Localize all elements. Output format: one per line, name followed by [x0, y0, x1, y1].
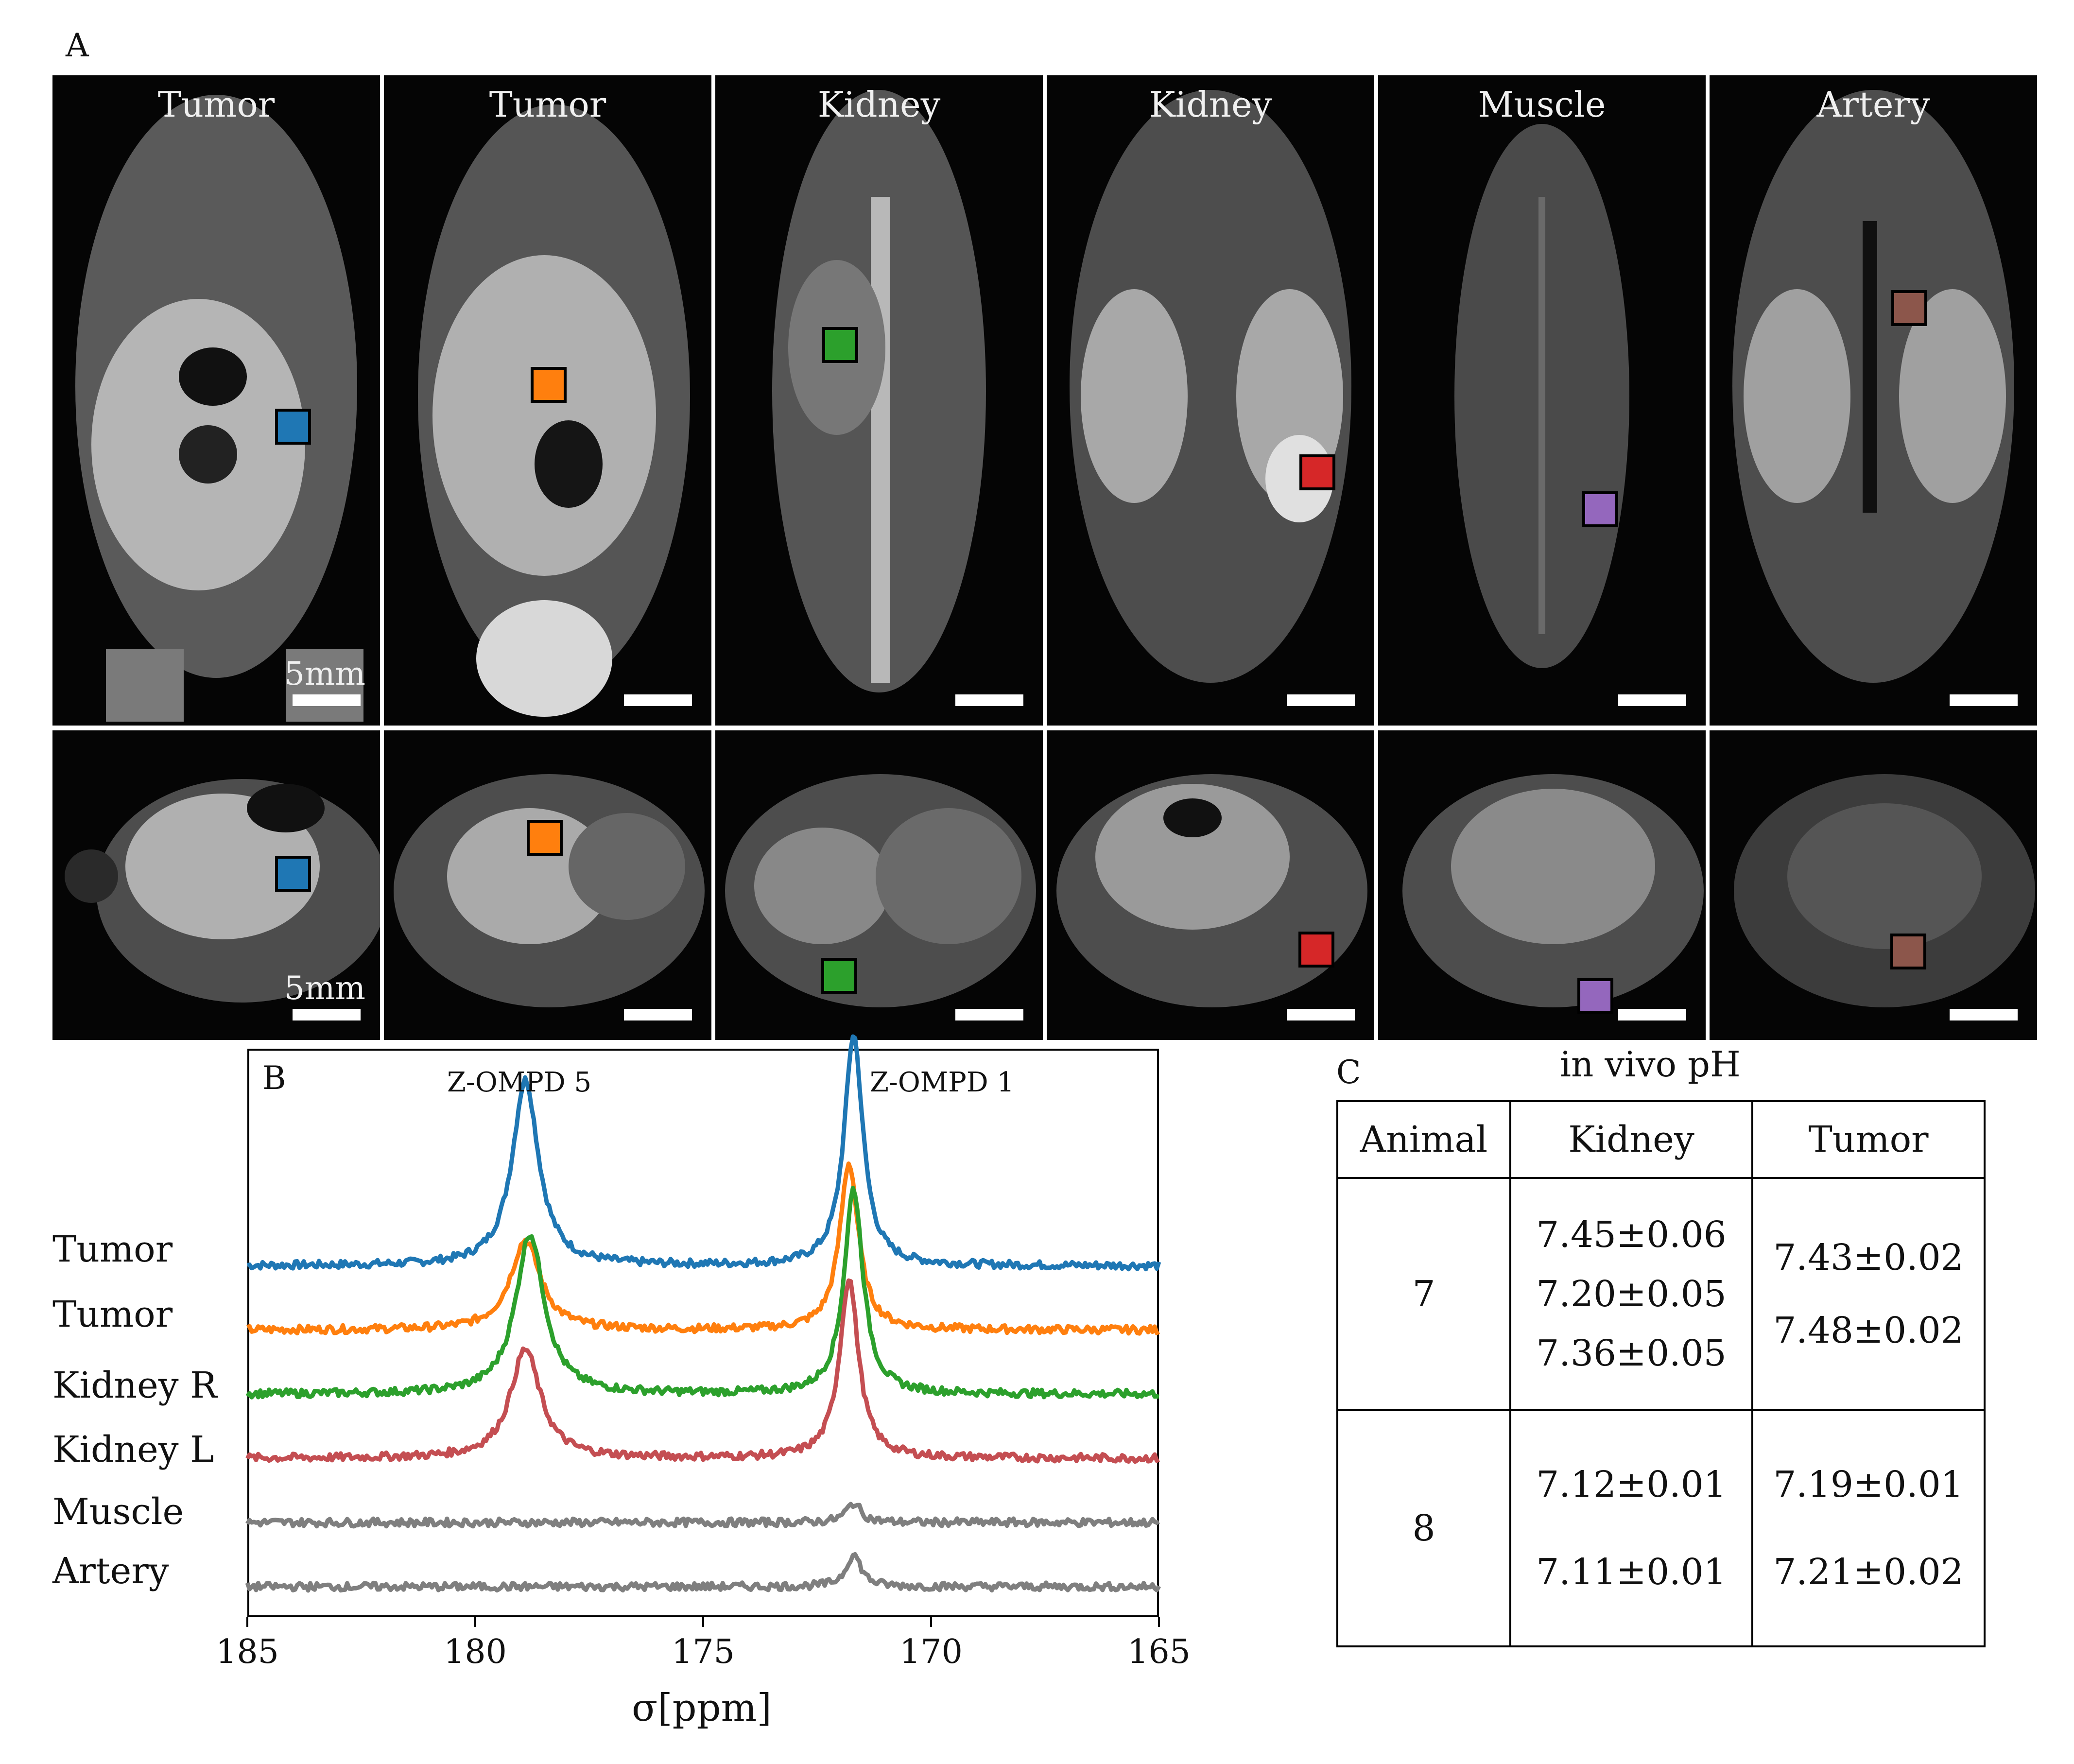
x-tick-label: 170: [899, 1633, 963, 1671]
trace-label-kidney-r: Kidney R: [52, 1365, 217, 1406]
table-cell-kidney: 7.45±0.06 7.20±0.05 7.36±0.05: [1509, 1177, 1753, 1411]
roi-marker-tumor: [531, 367, 567, 403]
x-tick-label: 185: [216, 1633, 279, 1671]
scale-bar: [1618, 1009, 1686, 1020]
x-tick-label: 165: [1127, 1633, 1191, 1671]
table-cell-animal: 8: [1336, 1409, 1511, 1647]
panel-c-letter: C: [1336, 1054, 1361, 1091]
axial-image-muscle: [1378, 730, 1706, 1040]
tile-label: Tumor: [489, 84, 606, 125]
axial-image-tumor-1: 5mm: [52, 730, 380, 1040]
roi-marker-artery: [1891, 290, 1927, 326]
mri-image-grid: Tumor 5mm Tumor Kidney Kidney Muscle Art…: [52, 75, 2037, 1040]
table-cell-tumor: 7.19±0.01 7.21±0.02: [1751, 1409, 1986, 1647]
panel-a-letter: A: [66, 27, 89, 64]
tile-label: Artery: [1816, 84, 1930, 125]
roi-marker-kidney: [1298, 932, 1334, 968]
roi-marker-kidney: [822, 327, 858, 363]
tile-label: Kidney: [817, 84, 941, 125]
x-axis-title: σ[ppm]: [632, 1686, 772, 1730]
table-header: Tumor: [1751, 1100, 1986, 1179]
peak-label-z-ompd-1: Z-OMPD 1: [870, 1067, 1015, 1098]
trace-label-artery: Artery: [52, 1550, 169, 1592]
tile-label: Tumor: [157, 84, 275, 125]
table-cell-kidney: 7.12±0.01 7.11±0.01: [1509, 1409, 1753, 1647]
ph-value: 7.12±0.01: [1536, 1464, 1727, 1505]
ph-value: 7.11±0.01: [1536, 1551, 1727, 1593]
tile-label: Muscle: [1478, 84, 1606, 125]
x-tick-label: 175: [672, 1633, 735, 1671]
trace-label-muscle: Muscle: [52, 1491, 184, 1533]
roi-marker-muscle: [1577, 978, 1613, 1014]
axial-image-artery: [1710, 730, 2037, 1040]
axial-image-kidney-2: [1047, 730, 1374, 1040]
scale-bar: [1950, 694, 2018, 706]
ph-value: 7.45±0.06: [1536, 1214, 1727, 1256]
scale-bar-label: 5mm: [284, 655, 365, 692]
roi-marker-tumor: [527, 820, 563, 856]
ph-table: Animal Kidney Tumor 7 7.45±0.06 7.20±0.0…: [1336, 1100, 1986, 1647]
ph-value: 7.36±0.05: [1536, 1332, 1727, 1374]
ph-value: 7.48±0.02: [1773, 1310, 1964, 1351]
table-cell-animal: 7: [1336, 1177, 1511, 1411]
axial-image-kidney-1: [715, 730, 1043, 1040]
coronal-image-kidney-1: Kidney: [715, 75, 1043, 726]
ph-value: 7.19±0.01: [1773, 1464, 1964, 1505]
scale-bar: [293, 1009, 361, 1020]
roi-marker-kidney: [1299, 454, 1335, 490]
roi-marker-muscle: [1582, 491, 1618, 527]
coronal-image-tumor-2: Tumor: [384, 75, 711, 726]
scale-bar: [955, 694, 1023, 706]
trace-label-tumor-2: Tumor: [52, 1294, 173, 1335]
scale-bar: [293, 694, 361, 706]
scale-bar: [1287, 694, 1355, 706]
peak-label-z-ompd-5: Z-OMPD 5: [447, 1067, 592, 1098]
roi-marker-tumor: [275, 409, 311, 445]
ph-value: 7.20±0.05: [1536, 1273, 1727, 1315]
scale-bar: [1618, 694, 1686, 706]
table-header: Kidney: [1509, 1100, 1753, 1179]
table-title: in vivo pH: [1560, 1044, 1741, 1085]
roi-marker-tumor: [275, 856, 311, 892]
scale-bar-label: 5mm: [284, 969, 365, 1007]
table-cell-tumor: 7.43±0.02 7.48±0.02: [1751, 1177, 1986, 1411]
x-tick-label: 180: [444, 1633, 507, 1671]
scale-bar: [624, 1009, 692, 1020]
coronal-image-artery: Artery: [1710, 75, 2037, 726]
scale-bar: [955, 1009, 1023, 1020]
ph-value: 7.43±0.02: [1773, 1237, 1964, 1279]
scale-bar: [1950, 1009, 2018, 1020]
panel-b-letter: B: [262, 1059, 286, 1097]
coronal-image-kidney-2: Kidney: [1047, 75, 1374, 726]
coronal-image-muscle: Muscle: [1378, 75, 1706, 726]
axial-image-tumor-2: [384, 730, 711, 1040]
trace-label-tumor-1: Tumor: [52, 1228, 173, 1270]
tile-label: Kidney: [1149, 84, 1272, 125]
roi-marker-kidney: [821, 958, 857, 994]
roi-marker-artery: [1890, 934, 1926, 969]
scale-bar: [1287, 1009, 1355, 1020]
ph-value: 7.21±0.02: [1773, 1551, 1964, 1593]
spectra-plot-frame: [247, 1049, 1159, 1617]
scale-bar: [624, 694, 692, 706]
trace-label-kidney-l: Kidney L: [52, 1429, 214, 1470]
table-header: Animal: [1336, 1100, 1511, 1179]
coronal-image-tumor-1: Tumor 5mm: [52, 75, 380, 726]
